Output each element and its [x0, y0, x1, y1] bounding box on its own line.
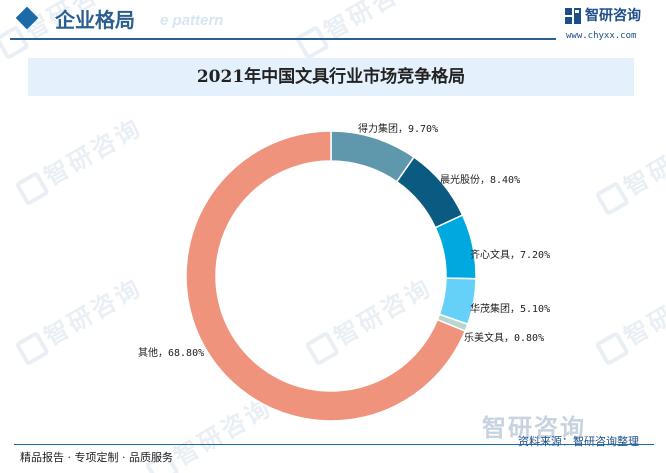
slice-label: 华茂集团，5.10%	[470, 302, 550, 315]
slice-label: 齐心文具，7.20%	[470, 248, 550, 261]
donut-slice	[185, 130, 467, 422]
donut-slice	[395, 156, 464, 229]
footer-divider	[14, 444, 654, 445]
donut-slice	[434, 214, 477, 280]
source-note: 资料来源：智研咨询整理	[518, 435, 639, 448]
footer-tagline: 精品报告 · 专项定制 · 品质服务	[20, 451, 173, 464]
footer-brand: 智研咨询	[482, 414, 586, 442]
page-title: 企业格局	[55, 8, 135, 32]
brand-url: www.chyxx.com	[566, 31, 637, 41]
page-subtitle: e pattern	[160, 12, 224, 29]
brand-name: 智研咨询	[585, 8, 641, 24]
brand-logo-icon	[565, 8, 581, 24]
slice-label: 得力集团，9.70%	[358, 122, 438, 135]
slice-label: 乐美文具，0.80%	[464, 331, 544, 344]
slice-label: 晨光股份，8.40%	[440, 173, 520, 186]
chart-title-bar: 2021年中国文具行业市场竞争格局	[28, 58, 634, 96]
header-divider	[10, 38, 556, 40]
chart-title: 2021年中国文具行业市场竞争格局	[196, 67, 466, 87]
slice-label: 其他，68.80%	[138, 346, 204, 359]
